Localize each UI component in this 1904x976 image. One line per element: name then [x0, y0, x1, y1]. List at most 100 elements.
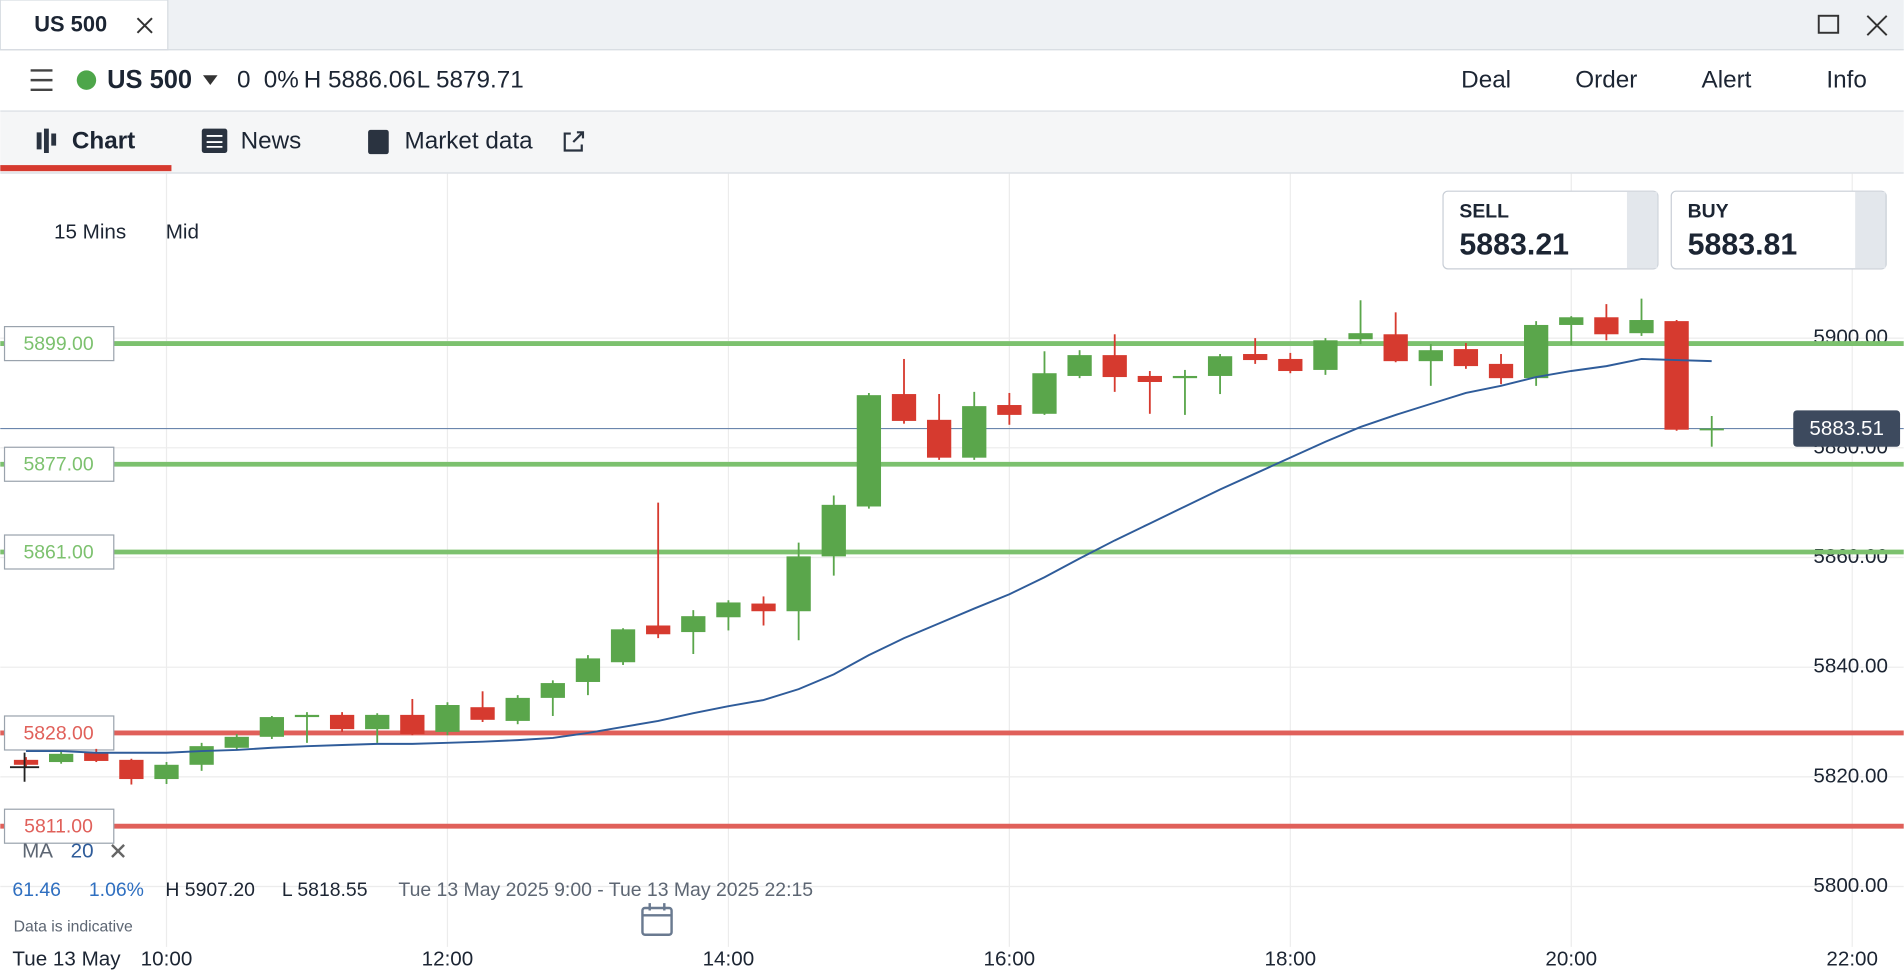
x-tick-label: 14:00 — [703, 948, 755, 971]
chart-icon — [36, 128, 57, 153]
buy-label: BUY — [1688, 201, 1729, 223]
sell-label: SELL — [1459, 201, 1509, 223]
y-tick-label: 5860.00 — [1813, 545, 1888, 568]
y-tick-label: 5820.00 — [1813, 764, 1888, 787]
candle-body — [1453, 349, 1479, 367]
market-data-tab[interactable]: Market data — [405, 127, 534, 154]
candle-body — [1488, 363, 1514, 379]
candle-body — [119, 759, 144, 780]
candle-body — [224, 736, 249, 748]
instrument-dropdown[interactable] — [203, 75, 218, 85]
tab-title: US 500 — [34, 11, 107, 36]
chart: 10:00 12:00 14:00 16:00 18:00 20:00 22:00 5800.… — [0, 173, 1904, 971]
candle-body — [962, 406, 987, 458]
nav-bar — [0, 111, 1904, 173]
order-button[interactable]: Order — [1575, 67, 1637, 94]
x-tick-label: 22:00 — [1826, 948, 1878, 971]
day-high: H 5886.06 — [304, 67, 416, 94]
tab[interactable] — [0, 0, 169, 51]
candle-body — [716, 602, 741, 618]
price-level-label: 5899.00 — [23, 333, 93, 355]
candle-body — [821, 504, 846, 557]
candle-body — [540, 683, 565, 698]
candle-body — [1524, 324, 1549, 379]
candle-body — [1172, 375, 1198, 379]
footer-low: L 5818.55 — [282, 879, 368, 901]
candle-body — [786, 556, 811, 612]
maximize-button[interactable] — [1817, 14, 1840, 34]
candle-body — [575, 658, 601, 682]
ma-period[interactable]: 20 — [71, 840, 94, 863]
price-level-label: 5811.00 — [24, 816, 93, 838]
price-level-tag[interactable] — [3, 446, 115, 482]
candle-body — [400, 714, 425, 735]
candle-body — [1594, 317, 1619, 335]
change: 0 — [237, 67, 250, 94]
tab-bar — [0, 0, 1904, 50]
interval-selector[interactable]: 15 Mins — [54, 221, 126, 244]
candle-body — [1418, 350, 1443, 362]
calendar-icon-detail — [642, 903, 672, 917]
candle-body — [294, 714, 320, 718]
active-tab-indicator — [0, 165, 172, 172]
menu-button[interactable] — [30, 69, 53, 92]
news-icon-lines — [206, 135, 223, 148]
news-tab[interactable]: News — [241, 127, 302, 154]
tab-close[interactable] — [136, 17, 153, 34]
sell-button[interactable] — [1442, 190, 1659, 270]
close-button[interactable] — [1866, 15, 1888, 36]
info-button[interactable]: Info — [1826, 67, 1866, 94]
candle-body — [1032, 373, 1057, 414]
candle-body — [1278, 358, 1303, 372]
external-link-icon — [563, 131, 585, 152]
market-status — [76, 70, 97, 90]
calendar-icon[interactable] — [641, 906, 673, 936]
candle-body — [610, 629, 636, 663]
candle-body — [13, 759, 39, 765]
candle-body — [1102, 355, 1127, 378]
moving-average — [26, 357, 1712, 754]
last-price-label: 5883.51 — [1809, 417, 1884, 440]
price-type-selector[interactable]: Mid — [166, 221, 199, 244]
price-level-tag[interactable] — [3, 534, 115, 570]
buy-button-edge — [1855, 191, 1886, 269]
footer-high: H 5907.20 — [165, 879, 255, 901]
price-level-label: 5861.00 — [23, 541, 93, 563]
instrument-name[interactable]: US 500 — [107, 66, 192, 94]
price-level-tag[interactable] — [3, 715, 115, 751]
candle-body — [997, 405, 1022, 415]
candle-body — [646, 625, 671, 635]
deal-button[interactable]: Deal — [1461, 67, 1511, 94]
x-tick-label: 18:00 — [1264, 948, 1316, 971]
chart-tab[interactable]: Chart — [72, 127, 135, 154]
candle-body — [1207, 356, 1233, 376]
news-icon — [201, 128, 228, 153]
price-level-label: 5828.00 — [23, 722, 93, 744]
candle-body — [1664, 321, 1689, 430]
ma-remove[interactable] — [111, 844, 125, 858]
candle-body — [470, 707, 495, 720]
market-data-icon — [368, 129, 389, 155]
candle-body — [365, 714, 390, 730]
candle-body — [189, 746, 214, 765]
price-level-tag[interactable] — [3, 808, 115, 844]
candle-body — [1699, 428, 1724, 431]
footer-range: Tue 13 May 2025 9:00 - Tue 13 May 2025 2… — [398, 879, 813, 901]
price-level-tag[interactable] — [3, 326, 115, 362]
candle-body — [435, 705, 460, 732]
candle-body — [1137, 375, 1162, 382]
candle-body — [259, 717, 285, 737]
candle-body — [926, 419, 952, 458]
footer-change: 61.46 — [12, 879, 61, 901]
candle-body — [329, 714, 355, 730]
price-level-label: 5877.00 — [23, 454, 93, 476]
alert-button[interactable]: Alert — [1702, 67, 1752, 94]
candle-body — [681, 616, 706, 633]
sell-price: 5883.21 — [1459, 228, 1569, 261]
y-tick-label: 5840.00 — [1813, 655, 1888, 678]
buy-button[interactable] — [1670, 190, 1887, 270]
candle-body — [505, 697, 530, 721]
candle-body — [1348, 333, 1373, 340]
